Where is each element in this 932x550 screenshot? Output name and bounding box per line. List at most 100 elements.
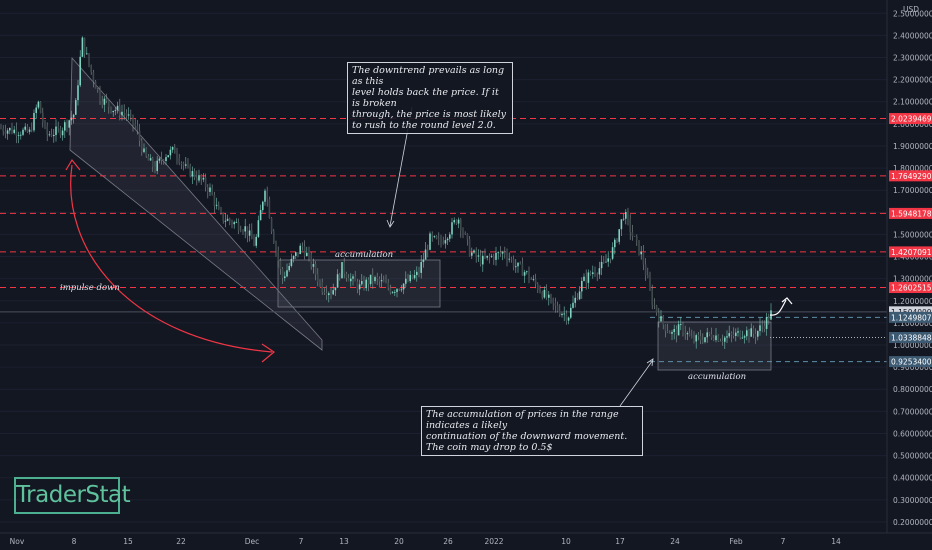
candle-body xyxy=(77,85,79,101)
candle-body xyxy=(493,255,495,260)
candle-body xyxy=(550,294,552,299)
candle-body xyxy=(334,287,337,291)
candle-body xyxy=(72,114,75,118)
candle-body xyxy=(622,218,625,220)
candle-body xyxy=(576,297,579,300)
candle-body xyxy=(530,279,532,280)
candle-body xyxy=(605,261,607,263)
candle-body xyxy=(174,147,176,154)
candle-body xyxy=(618,229,620,242)
bottom-note-pointer xyxy=(619,359,654,407)
candle-body xyxy=(347,277,350,282)
candle-body xyxy=(664,324,667,332)
traderstat-logo: TraderStat xyxy=(14,477,131,514)
candle-body xyxy=(517,262,519,267)
candle-body xyxy=(383,280,385,283)
impulse-down-label: impulse down xyxy=(60,283,120,293)
candle-body xyxy=(748,330,750,337)
bottom-note-pointer-head xyxy=(646,358,654,367)
candle-body xyxy=(477,255,480,257)
candle-body xyxy=(627,211,629,219)
candle-body xyxy=(497,252,499,254)
candle-body xyxy=(81,37,84,57)
candle-body xyxy=(57,126,59,129)
candle-body xyxy=(257,220,260,237)
candle-body xyxy=(125,112,128,116)
candle-body xyxy=(387,282,389,288)
candle-body xyxy=(411,275,414,279)
candle-body xyxy=(616,239,618,242)
candle-body xyxy=(145,148,147,157)
accumulation-label-right: accumulation xyxy=(688,372,747,382)
candle-body xyxy=(114,110,117,111)
candle-body xyxy=(9,127,11,131)
candle-body xyxy=(75,100,77,115)
candle-body xyxy=(88,53,90,66)
y-tick-label: 1.10000000 xyxy=(893,319,932,328)
candle-body xyxy=(204,177,207,188)
candle-body xyxy=(675,329,678,336)
candle-body xyxy=(589,272,592,275)
candle-body xyxy=(596,274,598,276)
candle-body xyxy=(565,313,568,321)
candle-body xyxy=(26,126,29,132)
candle-body xyxy=(673,329,675,332)
candle-body xyxy=(191,171,194,177)
candle-body xyxy=(295,252,297,256)
candle-body xyxy=(405,278,407,284)
top-note-pointer-head xyxy=(386,219,395,228)
candle-body xyxy=(207,187,209,192)
candle-body xyxy=(757,331,759,337)
level-label-bg xyxy=(889,282,932,294)
candle-body xyxy=(440,238,442,243)
candle-body xyxy=(512,259,515,268)
candle-body xyxy=(378,278,381,282)
candle-body xyxy=(693,337,695,342)
candle-body xyxy=(37,101,40,108)
candle-body xyxy=(178,158,180,164)
candle-body xyxy=(488,255,491,257)
candle-body xyxy=(158,158,161,161)
candle-body xyxy=(684,332,686,335)
candle-body xyxy=(743,336,746,338)
candle-body xyxy=(699,336,702,341)
candle-body xyxy=(55,126,57,135)
candle-body xyxy=(28,129,31,132)
candle-body xyxy=(233,222,235,225)
candle-body xyxy=(345,273,348,278)
bottom-annotation: The accumulation of prices in the range … xyxy=(421,406,643,456)
candle-body xyxy=(231,221,233,225)
level-label: 1.59481788 xyxy=(891,209,932,218)
candle-body xyxy=(242,231,244,233)
candle-body xyxy=(662,316,664,325)
candle-body xyxy=(499,252,502,254)
candle-body xyxy=(44,122,46,126)
candle-body xyxy=(259,210,262,221)
accumulation-label-left: accumulation xyxy=(335,250,394,260)
candle-body xyxy=(603,261,605,263)
candle-body xyxy=(13,129,15,133)
impulse-arc-arrow xyxy=(70,164,273,353)
y-tick-label: 2.10000000 xyxy=(893,98,932,107)
candle-body xyxy=(248,230,251,236)
candle-body xyxy=(587,272,590,283)
candle-body xyxy=(160,158,163,161)
candle-body xyxy=(246,226,249,236)
top-note-line-2: level holds back the price. If it is bro… xyxy=(352,87,499,109)
candle-body xyxy=(506,254,508,260)
candle-body xyxy=(702,340,704,343)
candle-body xyxy=(149,158,152,161)
candle-body xyxy=(682,324,684,333)
candle-body xyxy=(50,134,53,137)
candle-body xyxy=(119,105,121,116)
x-tick-label: 15 xyxy=(123,537,133,546)
level-label: 1.12498070 xyxy=(891,313,932,322)
candle-body xyxy=(609,258,612,260)
candle-body xyxy=(330,293,332,295)
candle-body xyxy=(42,113,44,123)
